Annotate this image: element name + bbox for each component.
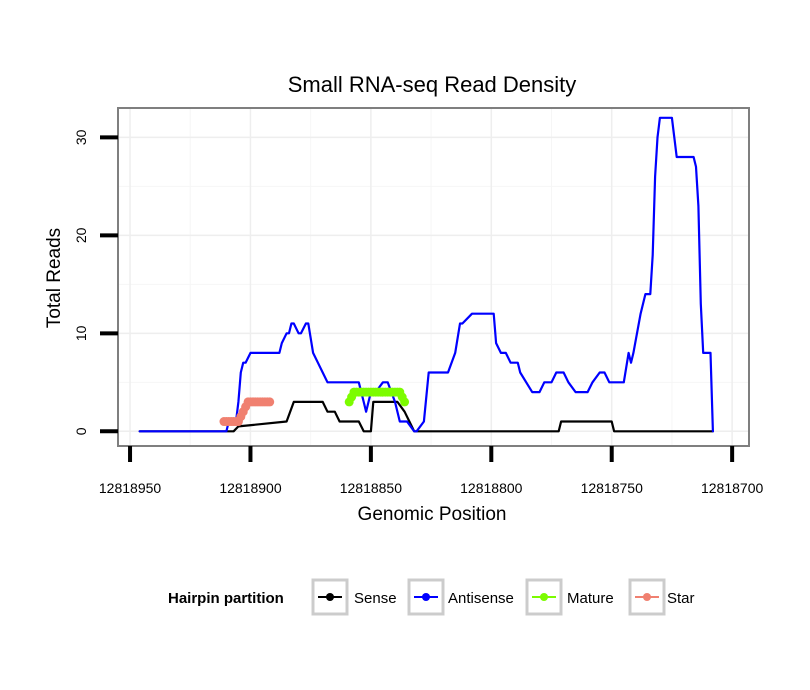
y-tick-label: 10 <box>73 325 89 341</box>
legend-item-sense: Sense <box>311 578 397 616</box>
x-tick-label: 12818800 <box>460 480 523 496</box>
y-tick-label: 30 <box>73 129 89 145</box>
legend-label: Sense <box>354 590 397 607</box>
x-axis-title: Genomic Position <box>358 504 507 525</box>
legend-title: Hairpin partition <box>168 590 284 607</box>
legend-label: Antisense <box>448 590 514 607</box>
x-tick-label: 12818950 <box>99 480 162 496</box>
legend-item-star: Star <box>628 578 695 616</box>
series-layer <box>138 116 715 433</box>
y-tick-label: 20 <box>73 227 89 243</box>
legend-key-point <box>326 593 334 601</box>
x-tick-label: 12818850 <box>340 480 403 496</box>
series-antisense <box>138 116 715 433</box>
plot-panel <box>118 108 749 446</box>
series-sense <box>138 400 715 433</box>
series-star <box>219 397 275 427</box>
y-axis: 0 10 20 30 <box>73 129 118 435</box>
legend-key-point <box>643 593 651 601</box>
legend: Hairpin partition Sense Antisense Mature St… <box>168 578 695 616</box>
legend-key-point <box>540 593 548 601</box>
y-axis-title: Total Reads <box>44 228 65 328</box>
series-mature <box>344 387 410 407</box>
x-tick-label: 12818750 <box>581 480 644 496</box>
plot-border <box>117 107 750 447</box>
legend-label: Mature <box>567 590 614 607</box>
chart-title: Small RNA-seq Read Density <box>288 72 577 97</box>
x-tick-label: 12818700 <box>701 480 764 496</box>
minor-gridlines <box>118 108 749 446</box>
legend-item-antisense: Antisense <box>407 578 514 616</box>
series-line-sense <box>138 400 715 433</box>
data-point <box>265 397 275 407</box>
legend-key-point <box>422 593 430 601</box>
x-axis: 12818950 12818900 12818850 12818800 12818750… <box>99 446 764 496</box>
series-line-antisense <box>138 116 715 433</box>
data-point <box>400 397 410 407</box>
y-tick-label: 0 <box>73 427 89 435</box>
x-tick-label: 12818900 <box>219 480 282 496</box>
legend-item-mature: Mature <box>525 578 614 616</box>
legend-label: Star <box>667 590 695 607</box>
